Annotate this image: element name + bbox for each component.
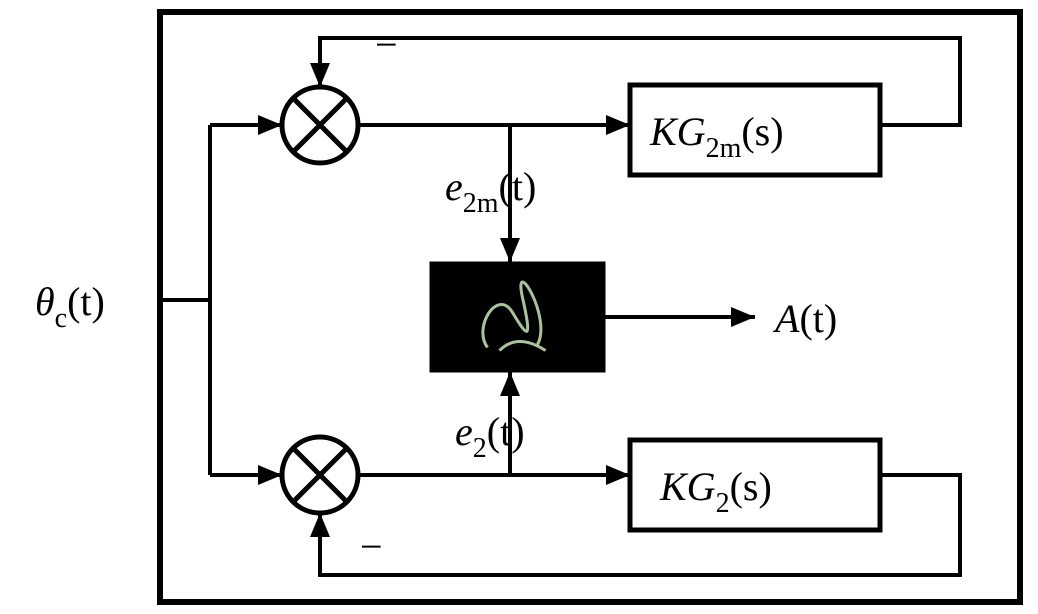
label-e2: e2(t) bbox=[455, 409, 525, 464]
block-center bbox=[430, 262, 605, 372]
label-e2m: e2m(t) bbox=[445, 164, 536, 219]
label-output: A(t) bbox=[772, 296, 837, 341]
summing-junction-top bbox=[282, 87, 358, 163]
label-minus-top: − bbox=[375, 22, 398, 67]
block-diagram: θc(t)e2m(t)e2(t)KG2m(s)KG2(s)A(t)−− bbox=[0, 0, 1038, 614]
label-minus-bottom: − bbox=[360, 524, 383, 569]
label-input: θc(t) bbox=[35, 279, 105, 334]
summing-junction-bottom bbox=[282, 437, 358, 513]
